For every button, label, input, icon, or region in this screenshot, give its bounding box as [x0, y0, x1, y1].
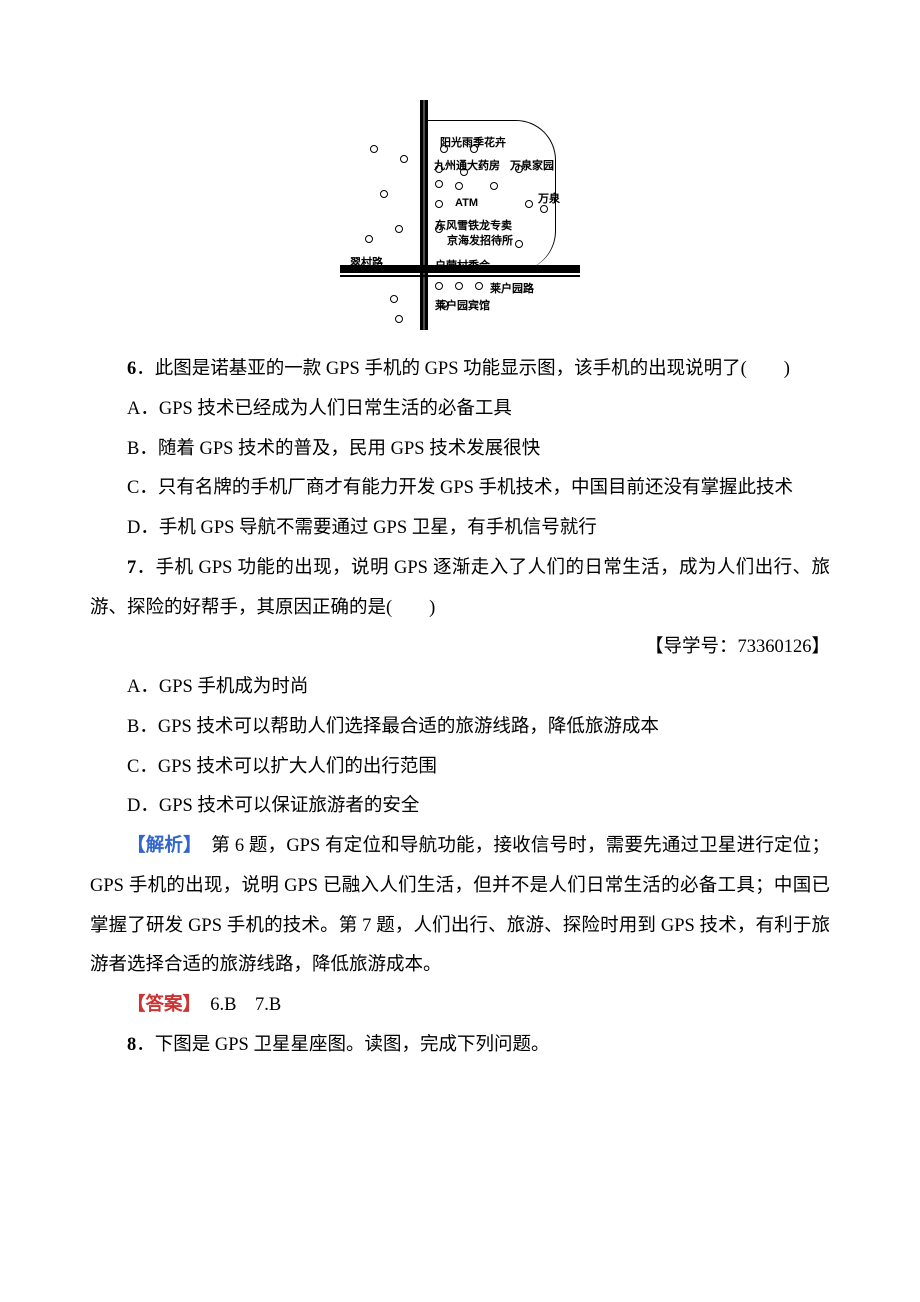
map-label: 万泉 — [538, 188, 560, 212]
answer-paragraph: 【答案】 6.B 7.B — [90, 986, 830, 1026]
poi-icon — [475, 282, 483, 290]
analysis-text: 第 6 题，GPS 有定位和导航功能，接收信号时，需要先通过卫星进行定位；GPS… — [90, 836, 830, 975]
q6-option-a: A．GPS 技术已经成为人们日常生活的必备工具 — [90, 390, 830, 430]
poi-icon — [525, 200, 533, 208]
poi-icon — [395, 315, 403, 323]
q6-option-c: C．只有名牌的手机厂商才有能力开发 GPS 手机技术，中国目前还没有掌握此技术 — [90, 469, 830, 509]
answer-text: 6.B 7.B — [192, 995, 281, 1015]
analysis-label: 【解析】 — [127, 836, 193, 856]
q6-option-b: B．随着 GPS 技术的普及，民用 GPS 技术发展很快 — [90, 430, 830, 470]
q7-stem: 7．手机 GPS 功能的出现，说明 GPS 逐渐走入了人们的日常生活，成为人们出… — [90, 549, 830, 629]
poi-icon — [455, 182, 463, 190]
map-label: 莱户园宾馆 — [435, 295, 490, 319]
map-figure-container: 阳光雨季花卉 九州通大药房 万泉家园 ATM 万泉 东风雪铁龙专卖 京海发招待所… — [90, 100, 830, 330]
poi-icon — [490, 182, 498, 190]
question-number: 8 — [127, 1035, 136, 1055]
q6-option-d: D．手机 GPS 导航不需要通过 GPS 卫星，有手机信号就行 — [90, 509, 830, 549]
q7-option-a: A．GPS 手机成为时尚 — [90, 668, 830, 708]
map-label: 户营村委会 — [435, 255, 490, 279]
poi-icon — [400, 155, 408, 163]
poi-icon — [390, 295, 398, 303]
map-label: 翠村路 — [350, 252, 383, 276]
question-number: 7 — [127, 558, 136, 578]
poi-icon — [380, 190, 388, 198]
map-label: ATM — [455, 192, 478, 216]
map-label: 万泉家园 — [510, 155, 554, 179]
q7-option-c: C．GPS 技术可以扩大人们的出行范围 — [90, 748, 830, 788]
page-content: 阳光雨季花卉 九州通大药房 万泉家园 ATM 万泉 东风雪铁龙专卖 京海发招待所… — [0, 0, 920, 1302]
question-number: 6 — [127, 359, 136, 379]
poi-icon — [435, 282, 443, 290]
question-text: ．下图是 GPS 卫星星座图。读图，完成下列问题。 — [136, 1035, 549, 1055]
poi-icon — [370, 145, 378, 153]
gps-map-figure: 阳光雨季花卉 九州通大药房 万泉家园 ATM 万泉 东风雪铁龙专卖 京海发招待所… — [340, 100, 580, 330]
map-label: 九州通大药房 — [434, 155, 500, 179]
poi-icon — [515, 240, 523, 248]
reference-number: 【导学号：73360126】 — [90, 628, 830, 668]
q7-option-d: D．GPS 技术可以保证旅游者的安全 — [90, 787, 830, 827]
map-label: 京海发招待所 — [447, 230, 513, 254]
poi-icon — [435, 180, 443, 188]
poi-icon — [435, 200, 443, 208]
marker-triangle-icon — [420, 265, 430, 273]
q6-stem: 6．此图是诺基亚的一款 GPS 手机的 GPS 功能显示图，该手机的出现说明了(… — [90, 350, 830, 390]
q8-stem: 8．下图是 GPS 卫星星座图。读图，完成下列问题。 — [90, 1026, 830, 1066]
poi-icon — [455, 282, 463, 290]
analysis-paragraph: 【解析】 第 6 题，GPS 有定位和导航功能，接收信号时，需要先通过卫星进行定… — [90, 827, 830, 986]
answer-label: 【答案】 — [127, 995, 192, 1015]
poi-icon — [395, 225, 403, 233]
map-label: 莱户园路 — [490, 278, 534, 302]
q7-option-b: B．GPS 技术可以帮助人们选择最合适的旅游线路，降低旅游成本 — [90, 708, 830, 748]
map-label: 阳光雨季花卉 — [440, 132, 506, 156]
poi-icon — [365, 235, 373, 243]
question-text: ．手机 GPS 功能的出现，说明 GPS 逐渐走入了人们的日常生活，成为人们出行… — [90, 558, 830, 618]
question-text: ．此图是诺基亚的一款 GPS 手机的 GPS 功能显示图，该手机的出现说明了( … — [136, 359, 790, 379]
